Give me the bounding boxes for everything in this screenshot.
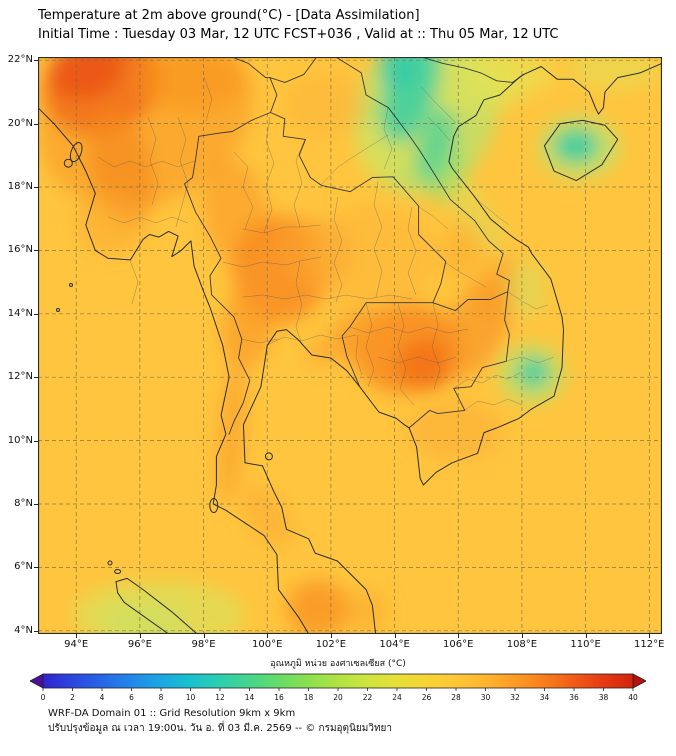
- footer-update-info: ปรับปรุงข้อมูล ณ เวลา 19:00น. วัน อ. ที่…: [48, 723, 393, 734]
- lat-tick-label: 4°N: [14, 624, 33, 636]
- figure-subtitle: Initial Time : Tuesday 03 Mar, 12 UTC FC…: [38, 27, 559, 42]
- map-frame: [38, 57, 662, 634]
- lat-tick-mark: [34, 313, 38, 315]
- colorbar-tick-label: 6: [129, 693, 134, 702]
- colorbar-tick-label: 38: [599, 693, 609, 702]
- colorbar-tick-label: 14: [245, 693, 255, 702]
- colorbar-tick-label: 8: [159, 693, 164, 702]
- colorbar-tick-label: 4: [100, 693, 105, 702]
- lat-tick-mark: [34, 186, 38, 188]
- lon-tick-label: 96°E: [127, 639, 152, 650]
- lon-tick-label: 100°E: [252, 639, 283, 650]
- footer-domain-info: WRF-DA Domain 01 :: Grid Resolution 9km …: [48, 708, 296, 719]
- lon-tick-label: 98°E: [191, 639, 216, 650]
- colorbar-tick-label: 40: [628, 693, 638, 702]
- lat-tick-label: 10°N: [7, 434, 33, 446]
- lon-tick-mark: [458, 634, 460, 638]
- lon-tick-mark: [330, 634, 332, 638]
- title-block: Temperature at 2m above ground(°C) - [Da…: [38, 6, 559, 44]
- sumatra-coast: [115, 577, 198, 634]
- map-plot-area: 22°N 20°N 18°N 16°N 14°N 12°N 10°N 8°N 6°N 4°N 94…: [0, 54, 676, 687]
- coastline: [38, 62, 662, 634]
- lon-tick-mark: [585, 634, 587, 638]
- lat-tick-mark: [34, 123, 38, 125]
- temperature-map: [38, 57, 662, 634]
- lat-tick-mark: [34, 567, 38, 569]
- lat-tick-label: 22°N: [7, 54, 33, 66]
- lat-tick-label: 8°N: [14, 498, 33, 510]
- lon-tick-label: 106°E: [443, 639, 474, 650]
- lon-tick-label: 102°E: [315, 639, 347, 650]
- lat-tick-label: 6°N: [14, 561, 33, 573]
- lat-tick-mark: [34, 250, 38, 252]
- graticule-gridlines: [38, 57, 662, 634]
- lon-tick-mark: [76, 634, 78, 638]
- country-borders: [184, 57, 525, 435]
- colorbar-tick-label: 24: [392, 693, 402, 702]
- temperature-anomaly-field: [38, 57, 662, 634]
- colorbar-tick-label: 20: [333, 693, 343, 702]
- lon-tick-mark: [267, 634, 269, 638]
- lat-tick-label: 16°N: [7, 244, 33, 256]
- lat-tick-mark: [34, 630, 38, 632]
- lat-tick-label: 20°N: [7, 117, 33, 129]
- colorbar-tick-label: 28: [451, 693, 461, 702]
- figure-title: Temperature at 2m above ground(°C) - [Da…: [38, 8, 420, 23]
- colorbar-tick-label: 36: [569, 693, 579, 702]
- lon-tick-label: 94°E: [64, 639, 89, 650]
- lon-tick-mark: [139, 634, 141, 638]
- lon-tick-label: 110°E: [570, 639, 601, 650]
- province-borders: [97, 76, 555, 411]
- lat-tick-label: 18°N: [7, 180, 33, 192]
- lon-tick-mark: [521, 634, 523, 638]
- colorbar-tick-label: 22: [363, 693, 373, 702]
- lat-tick-label: 14°N: [7, 307, 33, 319]
- lat-tick-mark: [34, 440, 38, 442]
- colorbar-tick-label: 18: [304, 693, 314, 702]
- colorbar-tick-label: 26: [422, 693, 432, 702]
- colorbar-tick-label: 30: [481, 693, 491, 702]
- lon-tick-mark: [203, 634, 205, 638]
- colorbar-tick-label: 0: [41, 693, 46, 702]
- footer-block: WRF-DA Domain 01 :: Grid Resolution 9km …: [48, 706, 392, 736]
- lat-tick-label: 12°N: [7, 371, 33, 383]
- hainan-island: [543, 119, 619, 182]
- lon-tick-mark: [394, 634, 396, 638]
- lat-tick-mark: [34, 504, 38, 506]
- lat-tick-mark: [34, 60, 38, 62]
- colorbar-block: อุณหภูมิ หน่วย องศาเซลเซียส (°C) 0 2 4 6 8 10…: [30, 656, 646, 703]
- lon-tick-label: 104°E: [379, 639, 410, 650]
- colorbar-tick-label: 10: [186, 693, 196, 702]
- colorbar-tick-label: 34: [540, 693, 550, 702]
- colorbar-tick-label: 32: [510, 693, 520, 702]
- colorbar-tick-label: 2: [70, 693, 75, 702]
- colorbar-label: อุณหภูมิ หน่วย องศาเซลเซียส (°C): [270, 659, 406, 669]
- lat-tick-mark: [34, 377, 38, 379]
- colorbar-tick-label: 16: [274, 693, 284, 702]
- lon-tick-mark: [649, 634, 651, 638]
- colorbar-tick-label: 12: [215, 693, 225, 702]
- lon-tick-label: 112°E: [634, 639, 665, 650]
- temperature-colorbar: 0 2 4 6 8 10 12 14 16 18 20 22 24 26 28 30 32 34 36 38 40: [30, 673, 646, 702]
- lon-tick-label: 108°E: [506, 639, 538, 650]
